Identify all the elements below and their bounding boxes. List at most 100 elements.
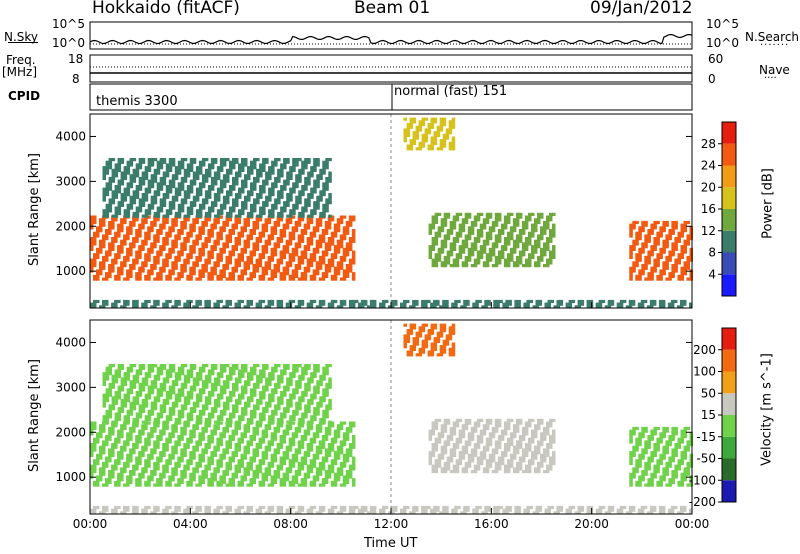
data-cell bbox=[256, 171, 260, 175]
data-cell bbox=[454, 305, 458, 309]
data-cell bbox=[345, 274, 350, 278]
data-cell bbox=[446, 229, 451, 233]
data-cell bbox=[491, 264, 496, 268]
data-cell bbox=[240, 255, 244, 260]
data-cell bbox=[165, 426, 169, 431]
data-cell bbox=[198, 269, 202, 273]
data-cell bbox=[168, 160, 173, 164]
data-cell bbox=[301, 206, 305, 210]
data-cell bbox=[677, 234, 681, 238]
data-cell bbox=[123, 461, 127, 466]
data-cell bbox=[549, 218, 553, 222]
data-cell bbox=[153, 195, 158, 199]
data-cell bbox=[93, 461, 97, 466]
data-cell bbox=[129, 179, 134, 183]
data-cell bbox=[439, 128, 444, 132]
data-cell bbox=[120, 174, 125, 178]
data-cell bbox=[659, 272, 663, 276]
data-cell bbox=[259, 185, 263, 189]
data-cell bbox=[129, 451, 133, 455]
data-cell bbox=[219, 421, 223, 425]
data-cell bbox=[283, 187, 287, 191]
data-cell bbox=[235, 195, 239, 199]
data-cell bbox=[514, 299, 518, 304]
data-cell bbox=[234, 424, 238, 428]
data-cell bbox=[225, 255, 229, 260]
data-cell bbox=[280, 195, 284, 199]
data-cell bbox=[111, 220, 115, 225]
data-cell bbox=[180, 182, 185, 186]
data-cell bbox=[449, 220, 454, 225]
data-cell bbox=[232, 158, 236, 162]
data-cell bbox=[105, 435, 109, 439]
data-cell bbox=[315, 445, 320, 449]
data-cell bbox=[316, 158, 320, 162]
data-cell bbox=[537, 255, 541, 260]
data-cell bbox=[147, 459, 151, 463]
data-cell bbox=[126, 209, 131, 213]
data-cell bbox=[601, 299, 606, 304]
data-cell bbox=[126, 258, 130, 262]
data-cell bbox=[135, 206, 140, 210]
data-cell bbox=[132, 443, 136, 447]
data-cell bbox=[632, 269, 636, 273]
data-cell bbox=[93, 218, 97, 222]
data-cell bbox=[297, 470, 302, 474]
data-cell bbox=[96, 432, 100, 436]
data-cell bbox=[210, 461, 214, 466]
data-cell bbox=[306, 245, 311, 249]
data-cell bbox=[318, 223, 323, 227]
data-cell bbox=[487, 299, 491, 304]
data-cell bbox=[120, 475, 124, 479]
data-cell bbox=[123, 218, 127, 222]
data-cell bbox=[259, 171, 263, 175]
data-cell bbox=[315, 432, 320, 436]
data-cell bbox=[168, 253, 172, 257]
data-cell bbox=[647, 277, 651, 281]
data-cell bbox=[253, 160, 257, 164]
data-cell bbox=[237, 445, 241, 449]
data-cell bbox=[171, 195, 176, 199]
data-cell bbox=[303, 456, 308, 460]
data-cell bbox=[135, 424, 139, 428]
data-cell bbox=[342, 432, 347, 436]
data-cell bbox=[114, 195, 119, 199]
data-cell bbox=[382, 305, 386, 309]
data-cell bbox=[440, 223, 445, 227]
data-cell bbox=[120, 305, 124, 309]
data-cell bbox=[150, 266, 154, 270]
data-cell bbox=[610, 302, 615, 306]
data-cell bbox=[192, 472, 196, 476]
data-cell bbox=[259, 187, 263, 191]
data-cell bbox=[252, 432, 256, 436]
data-cell bbox=[307, 176, 311, 181]
data-cell bbox=[412, 133, 417, 137]
data-cell bbox=[345, 220, 350, 225]
data-cell bbox=[198, 166, 203, 170]
data-cell bbox=[351, 231, 356, 235]
data-cell bbox=[123, 374, 128, 378]
data-cell bbox=[102, 393, 106, 397]
data-cell bbox=[102, 374, 106, 378]
data-cell bbox=[153, 220, 157, 225]
data-cell bbox=[207, 424, 211, 428]
data-cell bbox=[285, 247, 290, 251]
data-cell bbox=[114, 302, 118, 306]
data-cell bbox=[342, 478, 347, 482]
data-cell bbox=[476, 250, 481, 254]
data-cell bbox=[126, 203, 131, 207]
data-cell bbox=[219, 211, 224, 216]
data-cell bbox=[446, 234, 451, 238]
data-cell bbox=[400, 305, 404, 309]
data-cell bbox=[189, 211, 194, 216]
data-cell bbox=[132, 168, 137, 172]
data-cell bbox=[351, 437, 356, 441]
data-cell bbox=[153, 302, 157, 306]
data-cell bbox=[282, 234, 287, 238]
data-cell bbox=[135, 229, 139, 233]
data-cell bbox=[231, 472, 235, 476]
data-cell bbox=[153, 258, 157, 262]
data-cell bbox=[494, 264, 499, 268]
data-cell bbox=[126, 237, 130, 241]
data-cell bbox=[189, 269, 193, 273]
